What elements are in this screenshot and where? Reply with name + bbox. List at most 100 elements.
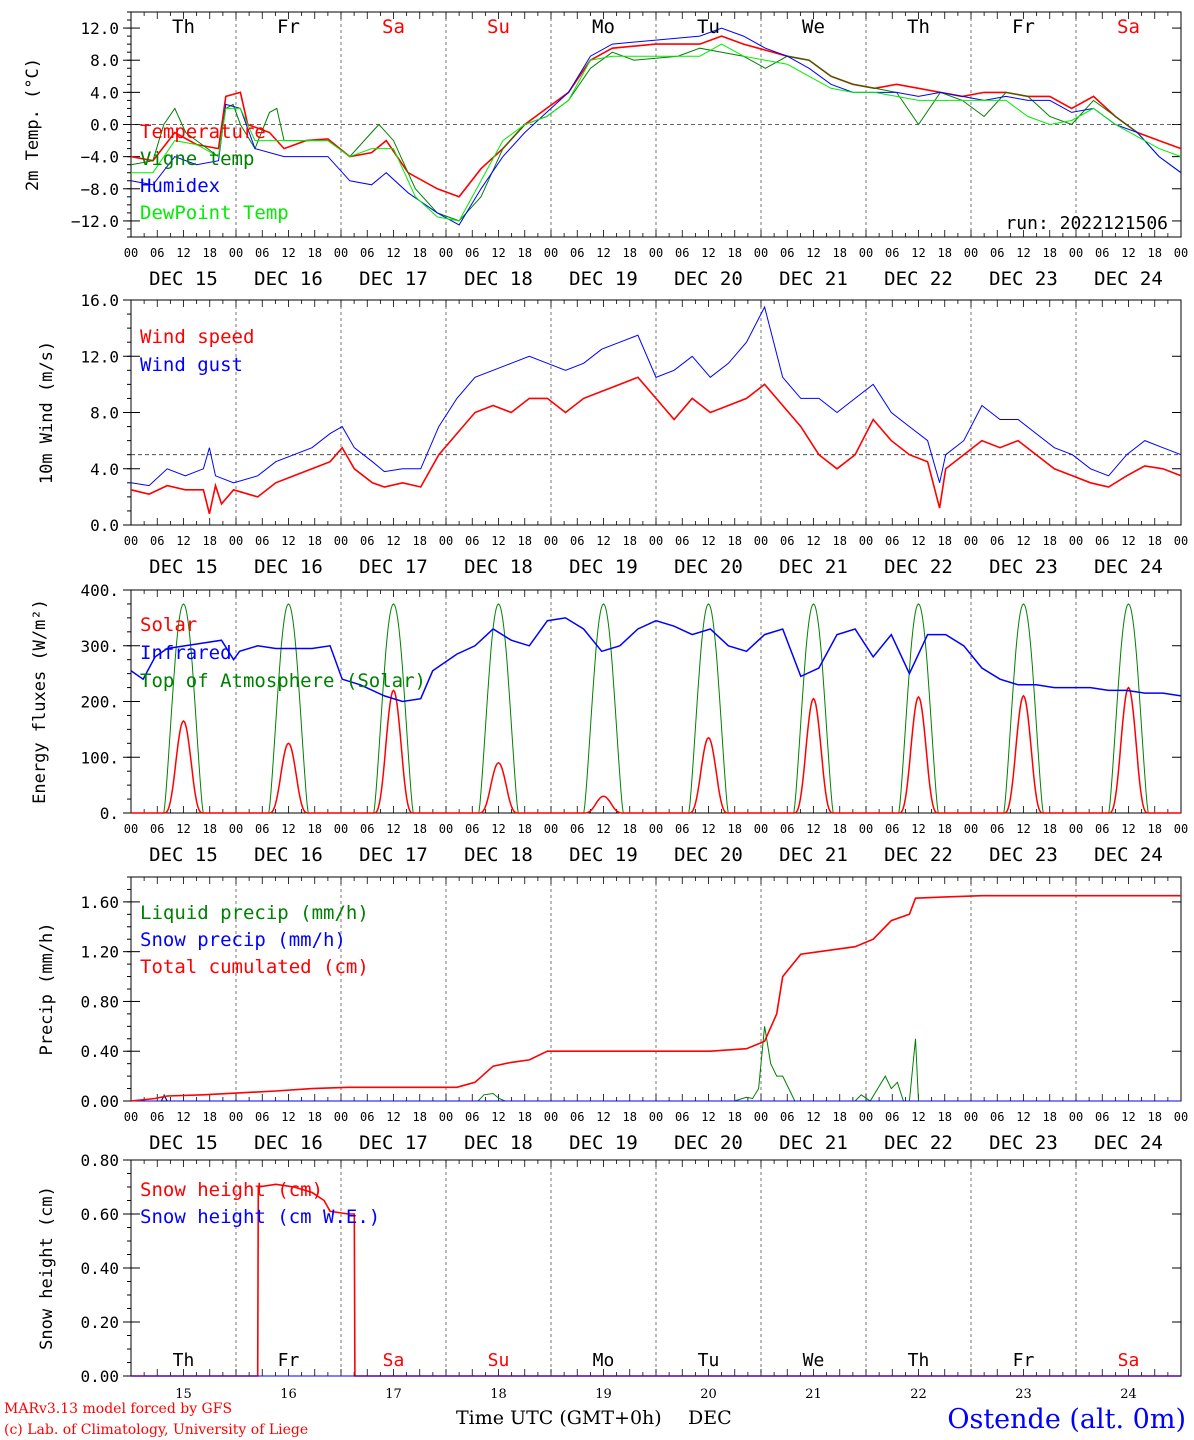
y-axis-label: Precip (mm/h)	[37, 922, 57, 1055]
legend-entry: Liquid precip (mm/h)	[140, 902, 369, 924]
hour-tick-label: 18	[1043, 822, 1057, 836]
hour-tick-label: 18	[413, 822, 427, 836]
hour-tick-label: 18	[623, 534, 637, 548]
hour-tick-label: 12	[806, 246, 820, 260]
hour-tick-label: 00	[859, 1110, 873, 1124]
day-date-label: DEC 15	[149, 844, 218, 866]
weekday-label: Sa	[383, 1350, 405, 1371]
hour-tick-label: 06	[1095, 246, 1109, 260]
series-solar	[131, 686, 1181, 814]
hour-tick-label: 06	[1095, 1110, 1109, 1124]
day-date-label: DEC 21	[779, 844, 848, 866]
hour-tick-label: 00	[649, 534, 663, 548]
legend-entry: Temperature	[140, 121, 266, 143]
hour-tick-label: 00	[1174, 246, 1188, 260]
legend-entry: Total cumulated (cm)	[140, 956, 369, 978]
y-axis-label: 10m Wind (m/s)	[37, 341, 57, 484]
legend-entry: Solar	[140, 614, 197, 636]
day-date-label: DEC 20	[674, 556, 743, 578]
hour-tick-label: 06	[465, 822, 479, 836]
hour-tick-label: 00	[334, 246, 348, 260]
weekday-label: Mo	[593, 1350, 615, 1371]
hour-tick-label: 18	[1148, 534, 1162, 548]
day-date-label: DEC 17	[359, 844, 428, 866]
hour-tick-label: 00	[439, 534, 453, 548]
hour-tick-label: 06	[990, 1110, 1004, 1124]
day-number-label: 20	[700, 1387, 717, 1402]
hour-tick-label: 06	[360, 822, 374, 836]
day-date-label: DEC 23	[989, 556, 1058, 578]
series-liquid-precip-mm-h-	[131, 1026, 1181, 1102]
day-date-label: DEC 24	[1094, 268, 1163, 290]
hour-tick-label: 06	[570, 246, 584, 260]
hour-tick-label: 12	[1121, 246, 1135, 260]
hour-tick-label: 06	[255, 822, 269, 836]
legend-entry: Snow precip (mm/h)	[140, 929, 346, 951]
hour-tick-label: 12	[386, 534, 400, 548]
series-toa-solar	[131, 603, 1181, 814]
hour-tick-label: 18	[413, 534, 427, 548]
hour-tick-label: 06	[150, 534, 164, 548]
hour-tick-label: 00	[649, 246, 663, 260]
y-tick-label: 4.0	[90, 460, 119, 479]
plot-frame	[130, 589, 1182, 814]
day-date-label: DEC 20	[674, 1132, 743, 1154]
hour-tick-label: 00	[334, 822, 348, 836]
legend-entry: Wind gust	[140, 354, 243, 376]
hour-tick-label: 06	[465, 534, 479, 548]
hour-tick-label: 06	[990, 534, 1004, 548]
hour-tick-label: 06	[1095, 822, 1109, 836]
hour-tick-label: 06	[885, 246, 899, 260]
day-date-label: DEC 15	[149, 556, 218, 578]
day-date-label: DEC 24	[1094, 1132, 1163, 1154]
hour-tick-label: 18	[518, 246, 532, 260]
panel-wind: 16.0 12.0 8.0 4.0 0.0 10m Wind (m/s) Wind spee…	[37, 291, 1188, 578]
hour-tick-label: 00	[754, 534, 768, 548]
series-total-cumulated-cm-	[130, 894, 1181, 1102]
hour-tick-label: 06	[885, 534, 899, 548]
hour-tick-label: 18	[938, 534, 952, 548]
day-number-label: 23	[1015, 1387, 1032, 1402]
day-date-label: DEC 22	[884, 268, 953, 290]
day-date-label: DEC 19	[569, 844, 638, 866]
legend-entry: Vigne temp	[140, 148, 254, 170]
hour-tick-label: 06	[780, 822, 794, 836]
day-date-label: DEC 20	[674, 844, 743, 866]
hour-tick-label: 12	[701, 534, 715, 548]
hour-tick-label: 18	[308, 822, 322, 836]
hour-tick-label: 18	[833, 822, 847, 836]
hour-tick-label: 18	[623, 246, 637, 260]
hour-tick-label: 12	[596, 246, 610, 260]
hour-tick-label: 18	[728, 1110, 742, 1124]
y-tick-label: 0.20	[80, 1313, 119, 1332]
y-tick-label: 300.	[80, 637, 119, 656]
hour-tick-label: 12	[491, 822, 505, 836]
weekday-label: Su	[488, 1350, 510, 1371]
hour-tick-label: 00	[1069, 246, 1083, 260]
y-tick-label: 12.0	[80, 19, 119, 38]
legend-entry: Top of Atmosphere (Solar)	[140, 670, 426, 692]
day-date-label: DEC 16	[254, 1132, 323, 1154]
hour-tick-label: 18	[308, 534, 322, 548]
day-number-label: 24	[1120, 1387, 1137, 1402]
hour-tick-label: 06	[675, 822, 689, 836]
hour-tick-label: 12	[176, 534, 190, 548]
day-date-label: DEC 21	[779, 556, 848, 578]
y-tick-label: 0.80	[80, 992, 119, 1011]
day-date-label: DEC 16	[254, 556, 323, 578]
legend-entry: DewPoint Temp	[140, 202, 289, 224]
hour-tick-label: 18	[623, 1110, 637, 1124]
y-tick-label: 1.60	[80, 893, 119, 912]
hour-tick-label: 06	[465, 1110, 479, 1124]
hour-tick-label: 18	[1043, 246, 1057, 260]
hour-tick-label: 00	[124, 1110, 138, 1124]
hour-tick-label: 18	[1043, 1110, 1057, 1124]
hour-tick-label: 18	[203, 246, 217, 260]
hour-tick-label: 06	[255, 1110, 269, 1124]
day-number-label: 15	[175, 1387, 192, 1402]
hour-tick-label: 12	[806, 534, 820, 548]
hour-tick-label: 18	[833, 1110, 847, 1124]
hour-tick-label: 12	[491, 246, 505, 260]
hour-tick-label: 12	[281, 822, 295, 836]
weekday-label: Th	[172, 16, 195, 38]
